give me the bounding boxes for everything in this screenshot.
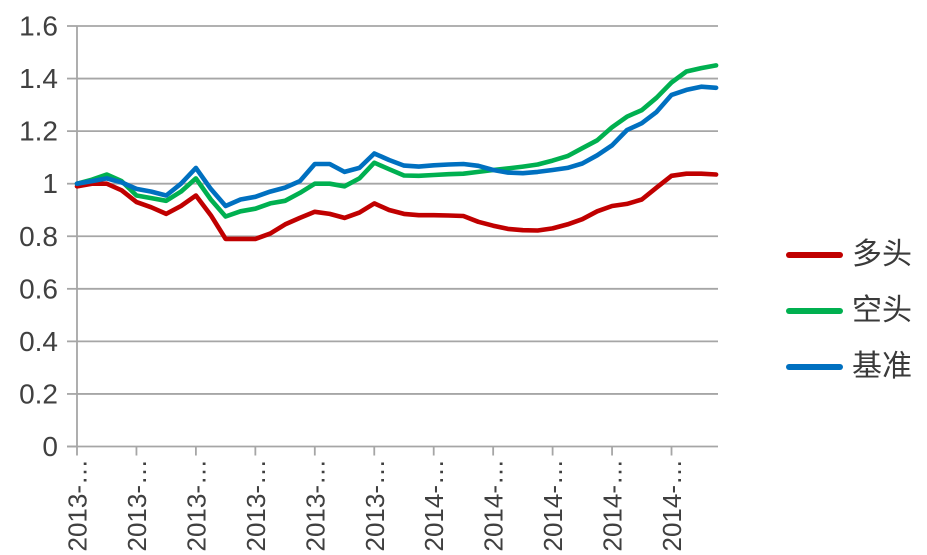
x-axis-label-7: 2014-… [479, 459, 509, 552]
y-axis-label-0.2: 0.2 [19, 378, 58, 409]
series-line-0-多头 [74, 171, 719, 242]
x-axis-label-3: 2013-… [241, 459, 271, 552]
y-axis-label-1: 1 [42, 168, 58, 199]
x-axis-label-10: 2014-… [657, 459, 687, 552]
y-axis-label-0.8: 0.8 [19, 221, 58, 252]
x-axis-label-0: 2013-… [63, 459, 93, 552]
legend-swatch-short-line [786, 308, 843, 314]
series-line-2-基准 [74, 84, 719, 209]
legend-label-long: 多头 [852, 237, 912, 272]
x-axis-label-4: 2013-… [300, 459, 330, 552]
y-axis-label-0.6: 0.6 [19, 273, 58, 304]
y-axis-label-1.4: 1.4 [19, 63, 58, 94]
legend-item-short: 空头 [786, 296, 926, 326]
y-axis-label-0.4: 0.4 [19, 326, 58, 357]
series-line-1-空头 [74, 63, 719, 219]
y-axis-label-1.2: 1.2 [19, 116, 58, 147]
x-axis-label-5: 2013-… [360, 459, 390, 552]
legend-item-benchmark: 基准 [786, 352, 926, 382]
y-axis-label-1.6: 1.6 [19, 11, 58, 42]
legend-label-benchmark: 基准 [852, 349, 912, 384]
x-axis-label-9: 2014-… [598, 459, 628, 552]
y-axis-label-0: 0 [42, 431, 58, 462]
legend-item-long: 多头 [786, 240, 926, 270]
x-axis-label-6: 2014-… [419, 459, 449, 552]
x-axis-label-8: 2014-… [538, 459, 568, 552]
legend-swatch-benchmark-line [786, 364, 843, 370]
legend-label-short: 空头 [852, 293, 912, 328]
x-axis-label-1: 2013-… [122, 459, 152, 552]
legend-swatch-long-line [786, 252, 843, 258]
chart-legend: 多头 空头 基准 [786, 240, 926, 408]
x-axis-label-2: 2013-… [181, 459, 211, 552]
